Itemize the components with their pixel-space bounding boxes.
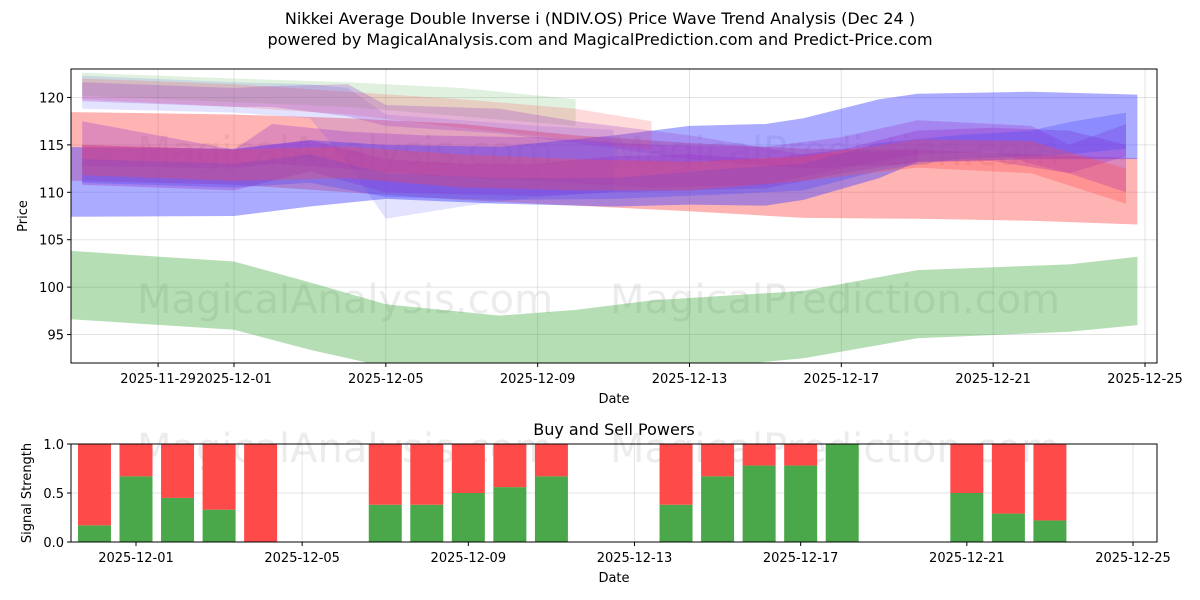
price-x-tick-label: 2025-12-05	[348, 372, 424, 387]
price-y-axis-label: Price	[16, 200, 31, 232]
signal-x-tick-label: 2025-12-13	[597, 551, 673, 566]
sell-bar	[202, 444, 236, 510]
blue-wide-band	[71, 91, 1138, 217]
buy-bar	[701, 476, 735, 542]
blue-core-band	[82, 112, 1127, 200]
price-y-tick-label: 120	[39, 91, 64, 106]
price-y-tick-label: 100	[39, 281, 64, 296]
signal-y-axis-label: Signal Strength	[20, 443, 35, 543]
price-panel: MagicalAnalysis.com MagicalPrediction.com…	[16, 68, 1183, 407]
red-wide-band	[71, 112, 1138, 225]
price-x-axis-label: Date	[598, 392, 629, 407]
sell-bar	[410, 444, 444, 505]
sell-bar	[659, 444, 693, 505]
figure-title-block: Nikkei Average Double Inverse i (NDIV.OS…	[0, 8, 1200, 50]
price-plot-frame	[70, 68, 1158, 364]
price-x-tick-label: 2025-12-17	[804, 372, 880, 387]
buy-bar	[1033, 520, 1067, 542]
sell-bar	[119, 444, 153, 477]
price-x-tick-label: 2025-12-09	[500, 372, 576, 387]
signal-y-tick-label: 0.5	[43, 487, 64, 502]
price-x-tick-label: 2025-12-01	[196, 372, 272, 387]
buy-bar	[202, 509, 236, 542]
signal-x-tick-label: 2025-12-21	[929, 551, 1005, 566]
signal-y-tick-label: 0.0	[43, 536, 64, 551]
figure-title: Nikkei Average Double Inverse i (NDIV.OS…	[284, 9, 916, 28]
sell-bar	[1033, 444, 1067, 521]
price-y-tick-label: 115	[39, 139, 64, 154]
price-x-tick-label: 2025-12-13	[652, 372, 728, 387]
sell-bar	[493, 444, 527, 488]
signal-x-tick-label: 2025-12-17	[763, 551, 839, 566]
purple-core-band-a	[82, 127, 1127, 197]
sell-bar	[451, 444, 485, 493]
buy-bar	[659, 504, 693, 542]
buy-bar	[784, 465, 818, 542]
sell-bar	[244, 444, 278, 542]
figure-subtitle: powered by MagicalAnalysis.com and Magic…	[267, 30, 933, 49]
buy-bar	[410, 504, 444, 542]
sell-bar	[991, 444, 1025, 514]
blue-pale-band	[82, 75, 614, 219]
buy-bar	[825, 444, 859, 542]
signal-y-tick-label: 1.0	[43, 438, 64, 453]
signal-x-tick-label: 2025-12-09	[431, 551, 507, 566]
signal-x-tick-label: 2025-12-25	[1095, 551, 1171, 566]
sell-bar	[701, 444, 735, 477]
green-low-band	[71, 250, 1138, 363]
price-x-tick-label: 2025-12-21	[955, 372, 1031, 387]
signal-chart-title: Buy and Sell Powers	[533, 420, 695, 439]
price-y-tick-label: 105	[39, 234, 64, 249]
sell-bar	[368, 444, 402, 505]
buy-bar	[451, 493, 485, 542]
purple-gray-top-band	[82, 82, 918, 169]
watermark-text: MagicalPrediction.com	[610, 277, 1060, 323]
sell-bar	[161, 444, 195, 498]
sell-bar	[784, 444, 818, 466]
price-y-tick-label: 95	[47, 329, 64, 344]
watermark-text: MagicalAnalysis.com	[137, 277, 553, 323]
price-x-tick-label: 2025-12-25	[1107, 372, 1183, 387]
buy-bar	[368, 504, 402, 542]
price-x-tick-label: 2025-11-29	[120, 372, 196, 387]
green-pale-upper-band	[82, 72, 576, 126]
sell-bar	[534, 444, 568, 477]
signal-panel: Buy and Sell PowersMagicalAnalysis.comMa…	[20, 420, 1171, 586]
buy-bar	[119, 476, 153, 542]
watermark-text: MagicalAnalysis.com	[137, 426, 553, 472]
buy-bar	[534, 476, 568, 542]
red-mid-band	[82, 139, 1127, 204]
buy-bar	[742, 465, 776, 542]
buy-bar	[161, 497, 195, 542]
price-y-tick-label: 110	[39, 186, 64, 201]
sell-bar	[77, 444, 111, 526]
signal-x-tick-label: 2025-12-05	[264, 551, 340, 566]
buy-bar	[991, 513, 1025, 542]
signal-x-axis-label: Date	[598, 571, 629, 586]
buy-bar	[950, 493, 984, 542]
buy-bar	[77, 525, 111, 542]
price-bands	[71, 72, 1138, 363]
purple-core-band-b	[82, 120, 1127, 188]
red-pale-upper-band	[82, 78, 652, 150]
buy-bar	[493, 487, 527, 542]
watermark-text: MagicalAnalysis.com	[137, 129, 553, 175]
signal-x-tick-label: 2025-12-01	[98, 551, 174, 566]
sell-bar	[950, 444, 984, 493]
sell-bar	[742, 444, 776, 466]
watermark-text: MagicalPrediction.com	[610, 129, 1060, 175]
